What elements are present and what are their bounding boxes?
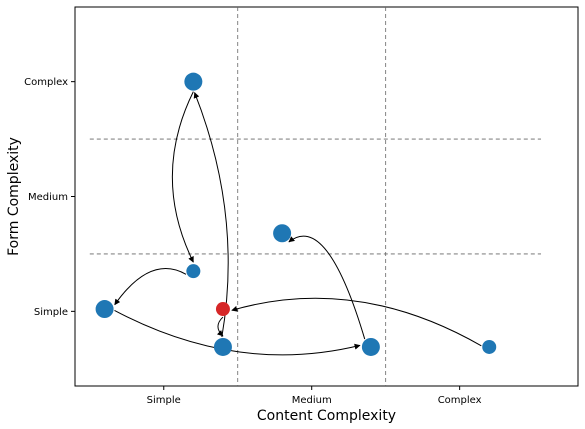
arrow-1	[171, 91, 194, 263]
grid	[89, 7, 542, 386]
arrow-3	[114, 310, 361, 356]
data-point-4	[213, 337, 232, 356]
y-axis-label: Form Complexity	[6, 137, 22, 256]
y-axis-ticks: Simple Medium Complex	[24, 77, 75, 318]
data-point-3	[184, 72, 203, 91]
y-tick-label-3: Complex	[24, 77, 68, 88]
data-point-1	[95, 300, 114, 319]
x-tick-label-3: Complex	[438, 395, 482, 406]
arrow-6	[231, 297, 482, 347]
data-point-7	[361, 337, 380, 356]
y-tick-label-1: Simple	[34, 307, 68, 318]
x-tick-label-2: Medium	[292, 395, 332, 406]
data-point-6	[273, 224, 292, 243]
x-axis-ticks: Simple Medium Complex	[147, 386, 482, 406]
plot-area	[74, 6, 579, 387]
arrows	[114, 91, 482, 356]
arrow-5	[216, 316, 224, 337]
points	[95, 72, 497, 356]
arrow-7	[288, 235, 366, 340]
x-tick-label-1: Simple	[147, 395, 181, 406]
data-point-5	[215, 302, 230, 317]
data-point-8	[482, 339, 497, 354]
x-axis-label: Content Complexity	[257, 408, 396, 424]
y-tick-label-2: Medium	[28, 192, 68, 203]
data-point-2	[186, 264, 201, 279]
arrow-2	[114, 268, 187, 306]
